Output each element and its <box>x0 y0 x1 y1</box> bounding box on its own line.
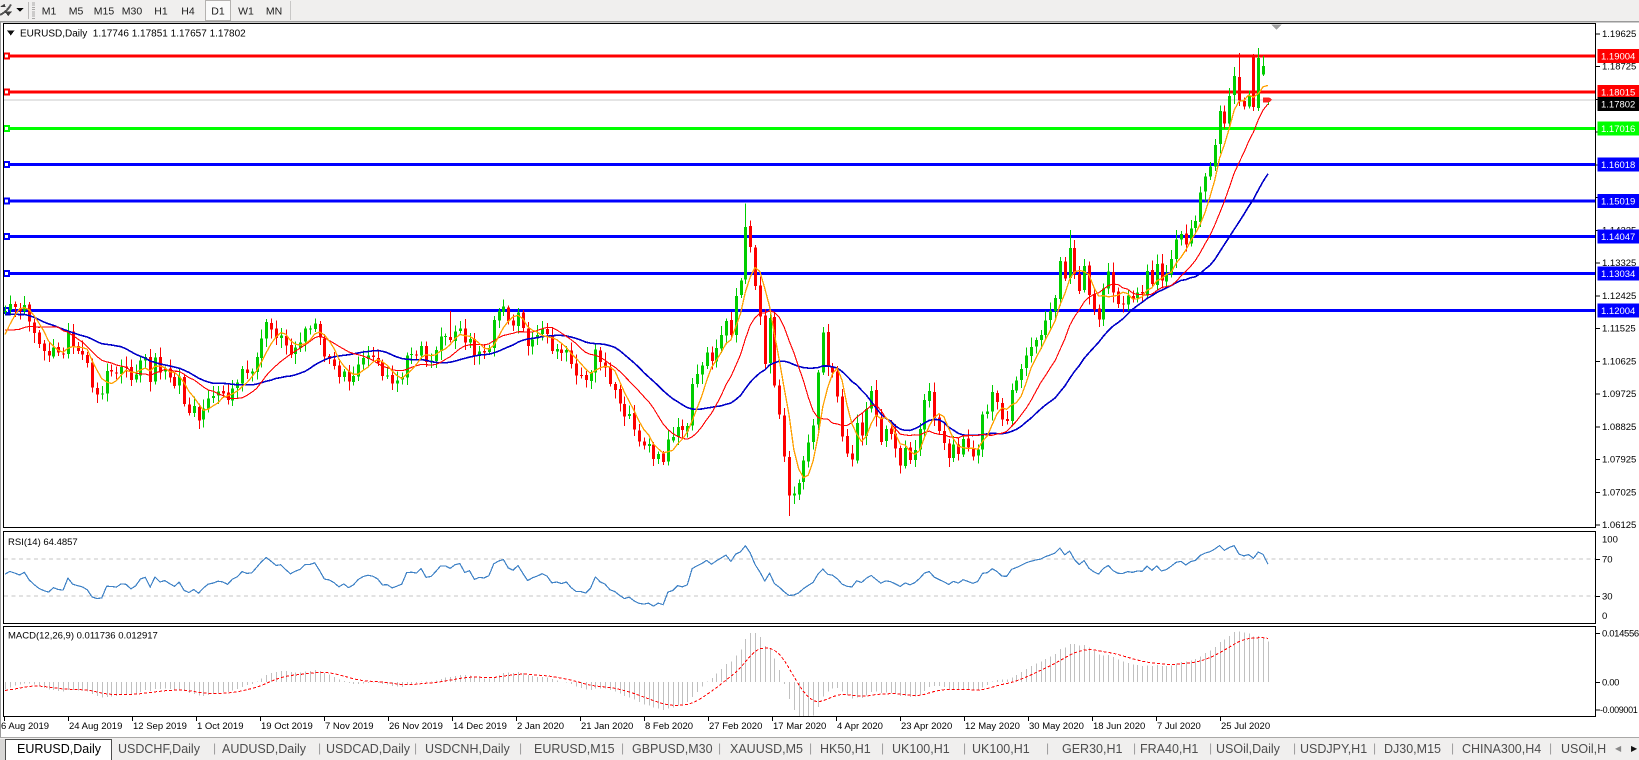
svg-text:100: 100 <box>1602 534 1618 545</box>
svg-text:H4: H4 <box>181 6 195 18</box>
svg-text:1.10625: 1.10625 <box>1602 356 1636 367</box>
svg-text:0.014556: 0.014556 <box>1602 629 1639 640</box>
svg-text:1 Oct 2019: 1 Oct 2019 <box>197 721 243 732</box>
svg-text:1.13034: 1.13034 <box>1601 269 1635 280</box>
svg-text:-0.009001: -0.009001 <box>1600 705 1638 715</box>
svg-text:12 Sep 2019: 12 Sep 2019 <box>133 721 187 732</box>
svg-text:M30: M30 <box>122 6 143 18</box>
svg-text:1.18015: 1.18015 <box>1601 88 1635 99</box>
svg-text:1.19004: 1.19004 <box>1601 52 1635 63</box>
svg-text:EURUSD,Daily 1.17746 1.17851: EURUSD,Daily 1.17746 1.17851 1.17657 1.1… <box>20 29 246 40</box>
svg-text:6 Aug 2019: 6 Aug 2019 <box>1 721 49 732</box>
svg-text:12 May 2020: 12 May 2020 <box>965 721 1020 732</box>
svg-text:30 May 2020: 30 May 2020 <box>1029 721 1084 732</box>
svg-text:MACD(12,26,9) 0.011736 0.01291: MACD(12,26,9) 0.011736 0.012917 <box>8 631 158 642</box>
svg-text:2 Jan 2020: 2 Jan 2020 <box>517 721 564 732</box>
svg-text:1.16018: 1.16018 <box>1601 160 1635 171</box>
svg-text:7 Nov 2019: 7 Nov 2019 <box>325 721 374 732</box>
svg-text:1.19625: 1.19625 <box>1602 29 1636 40</box>
svg-text:30: 30 <box>1602 591 1613 602</box>
svg-text:7 Jul 2020: 7 Jul 2020 <box>1157 721 1201 732</box>
svg-text:MN: MN <box>266 6 282 18</box>
svg-text:1.06125: 1.06125 <box>1602 520 1636 531</box>
svg-text:14 Dec 2019: 14 Dec 2019 <box>453 721 507 732</box>
svg-text:1.09725: 1.09725 <box>1602 389 1636 400</box>
svg-text:27 Feb 2020: 27 Feb 2020 <box>709 721 762 732</box>
svg-text:0.00: 0.00 <box>1602 678 1619 689</box>
svg-text:M15: M15 <box>94 6 115 18</box>
svg-text:1.08825: 1.08825 <box>1602 422 1636 433</box>
svg-text:25 Jul 2020: 25 Jul 2020 <box>1221 721 1270 732</box>
svg-text:1.12004: 1.12004 <box>1601 306 1635 317</box>
svg-text:1.12425: 1.12425 <box>1602 291 1636 302</box>
svg-text:RSI(14) 64.4857: RSI(14) 64.4857 <box>8 537 78 548</box>
svg-text:1.17802: 1.17802 <box>1601 99 1635 110</box>
svg-text:70: 70 <box>1602 555 1613 566</box>
svg-text:M5: M5 <box>69 6 84 18</box>
svg-text:1.07025: 1.07025 <box>1602 487 1636 498</box>
svg-text:19 Oct 2019: 19 Oct 2019 <box>261 721 313 732</box>
svg-text:4 Apr 2020: 4 Apr 2020 <box>837 721 883 732</box>
svg-text:24 Aug 2019: 24 Aug 2019 <box>69 721 122 732</box>
svg-text:1.17016: 1.17016 <box>1601 124 1635 135</box>
svg-text:D1: D1 <box>211 6 225 18</box>
svg-text:W1: W1 <box>238 6 254 18</box>
svg-text:21 Jan 2020: 21 Jan 2020 <box>581 721 633 732</box>
svg-text:23 Apr 2020: 23 Apr 2020 <box>901 721 952 732</box>
svg-text:1.13325: 1.13325 <box>1602 258 1636 269</box>
svg-text:1.07925: 1.07925 <box>1602 455 1636 466</box>
svg-text:1.11525: 1.11525 <box>1602 324 1636 335</box>
svg-text:17 Mar 2020: 17 Mar 2020 <box>773 721 826 732</box>
svg-text:0: 0 <box>1602 611 1607 622</box>
svg-text:18 Jun 2020: 18 Jun 2020 <box>1093 721 1145 732</box>
svg-text:H1: H1 <box>154 6 168 18</box>
svg-text:1.18725: 1.18725 <box>1602 62 1636 73</box>
svg-text:26 Nov 2019: 26 Nov 2019 <box>389 721 443 732</box>
svg-text:8 Feb 2020: 8 Feb 2020 <box>645 721 693 732</box>
svg-text:M1: M1 <box>42 6 57 18</box>
svg-text:1.14047: 1.14047 <box>1601 232 1635 243</box>
svg-text:1.15019: 1.15019 <box>1601 197 1635 208</box>
